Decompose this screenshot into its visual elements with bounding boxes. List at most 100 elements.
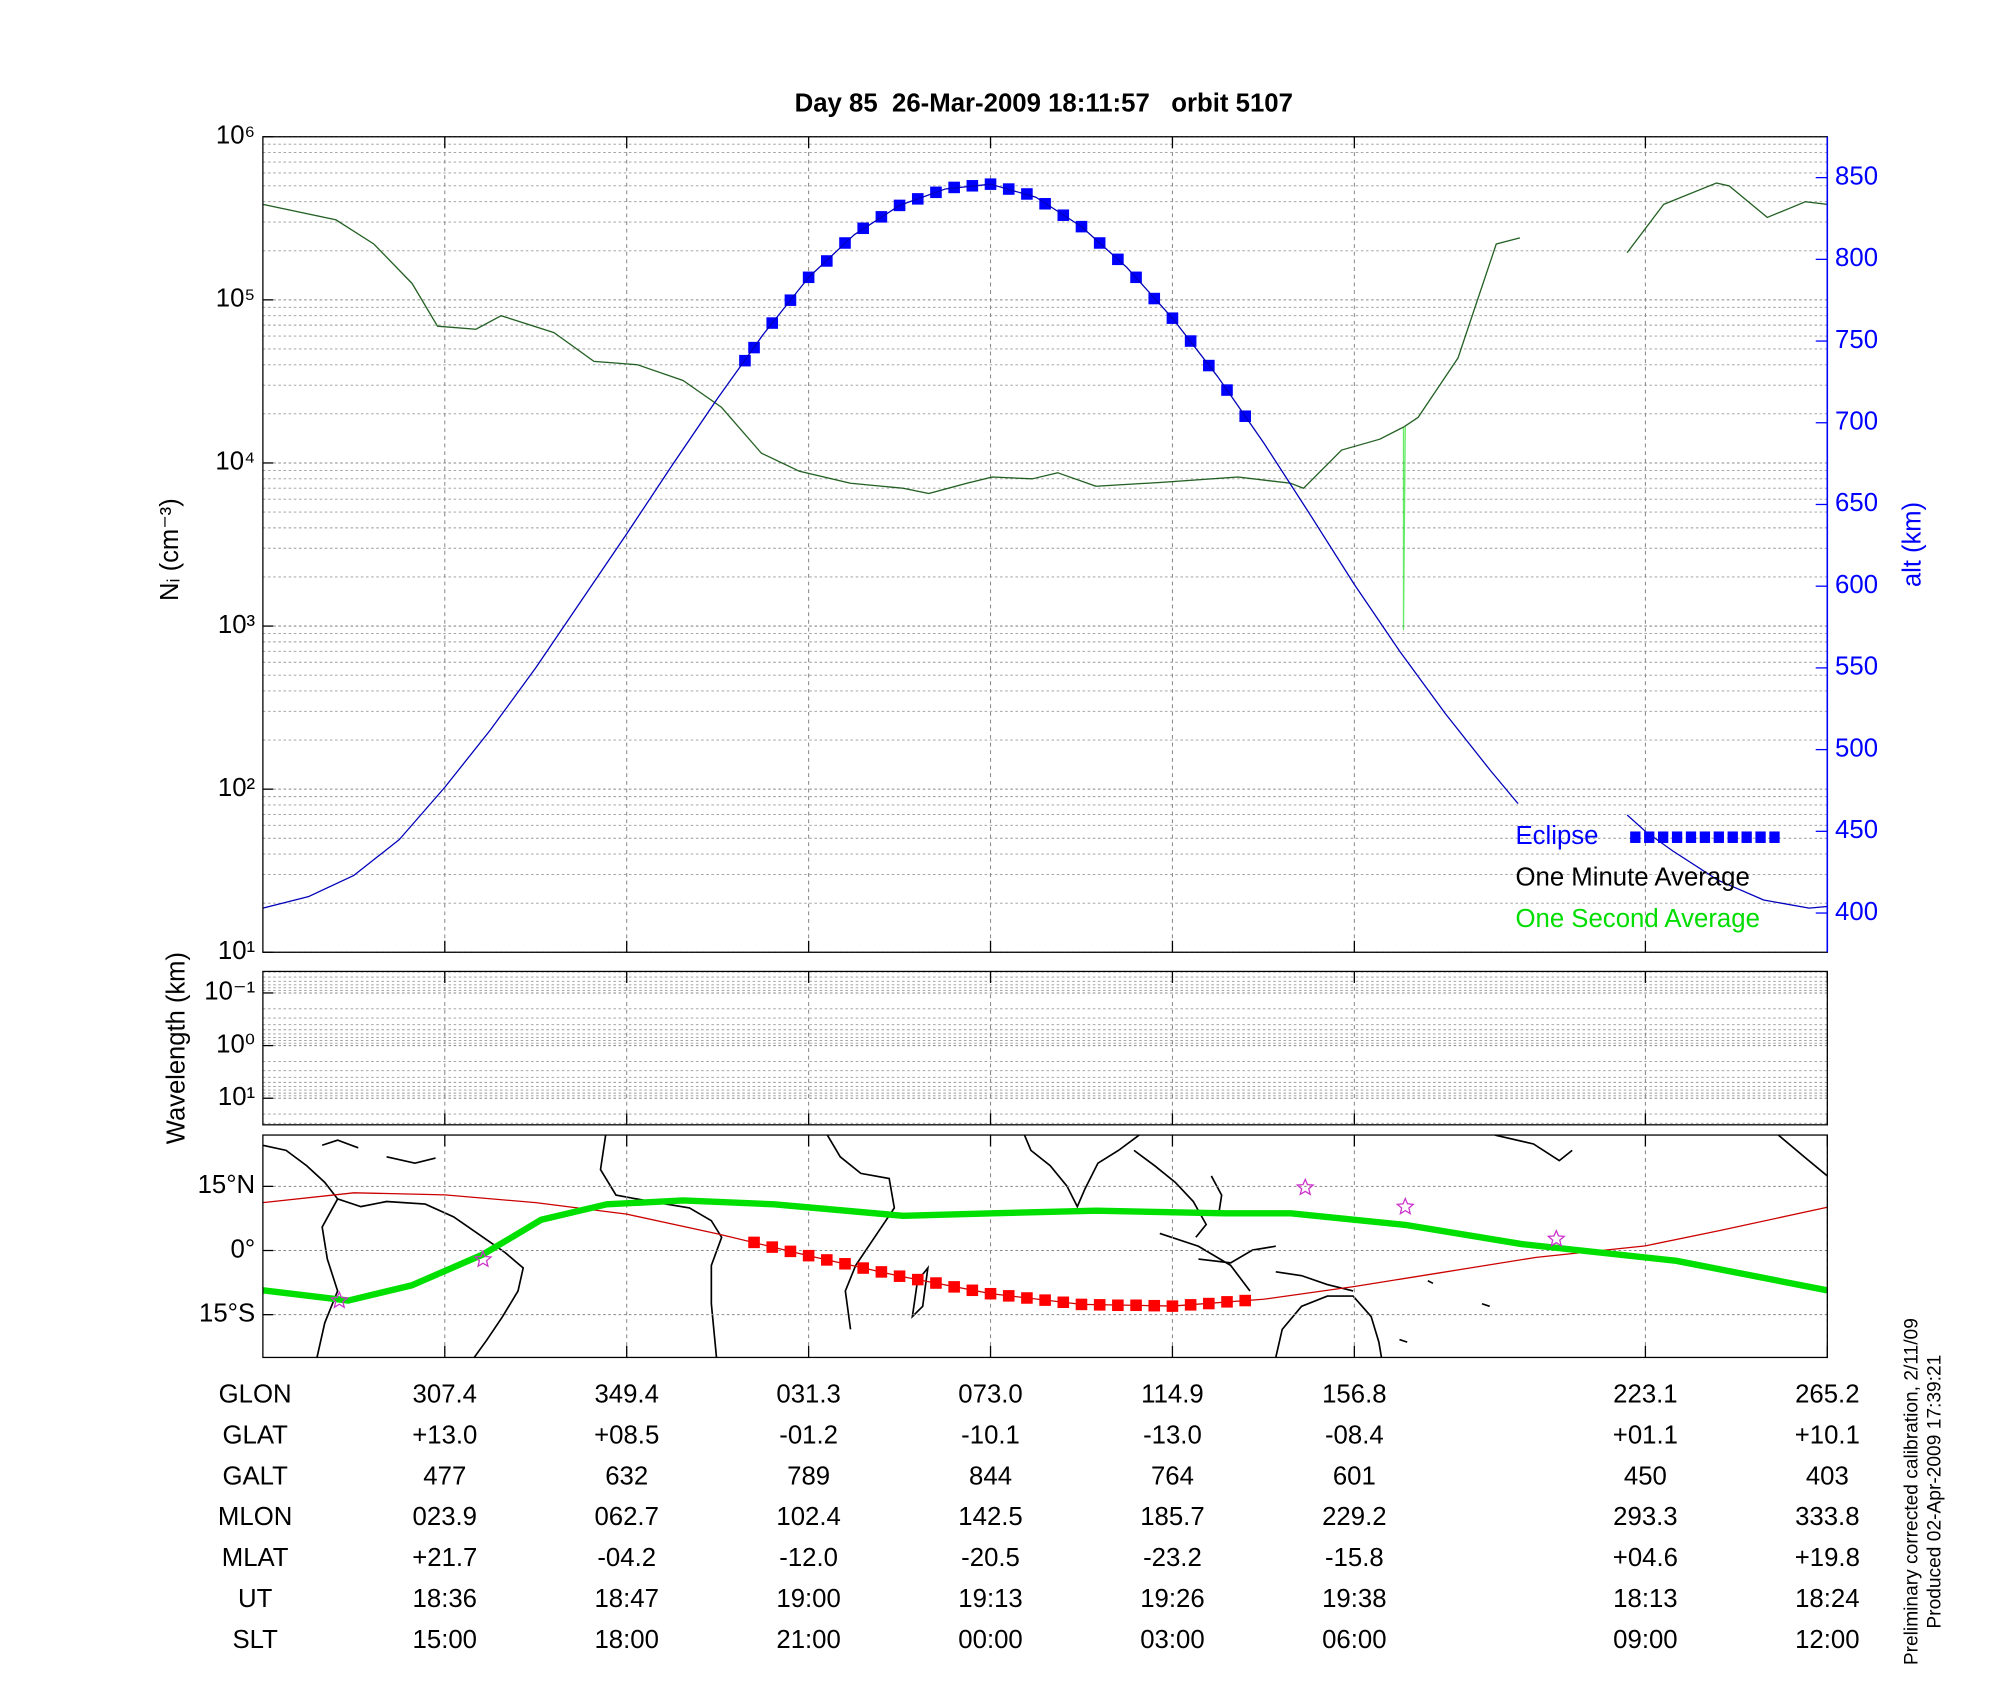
- table-row-label: SLT: [232, 1626, 278, 1654]
- y2-tick-label: 850: [1835, 162, 1878, 190]
- table-cell: -12.0: [779, 1544, 838, 1572]
- marker: [930, 1277, 942, 1289]
- marker: [1112, 1299, 1124, 1312]
- table-cell: 114.9: [1141, 1381, 1204, 1409]
- y2-tick-label: 400: [1835, 898, 1878, 926]
- table-cell: +10.1: [1795, 1422, 1860, 1450]
- y2-axis-label: alt (km): [1898, 502, 1926, 587]
- y2-tick-label: 750: [1835, 326, 1878, 354]
- table-cell: 349.4: [594, 1381, 658, 1409]
- table-cell: -01.2: [779, 1422, 838, 1450]
- table-cell: 062.7: [594, 1503, 658, 1531]
- table-cell: 632: [605, 1462, 648, 1490]
- coastline: [826, 1135, 896, 1330]
- table-cell: 19:13: [958, 1585, 1022, 1613]
- table-cell: 031.3: [776, 1381, 840, 1409]
- marker: [1239, 1294, 1252, 1307]
- y2-tick-label: 700: [1835, 408, 1878, 436]
- coastline: [262, 1144, 525, 1358]
- y-tick-label: 10⁻¹: [204, 978, 255, 1006]
- table-cell: -10.1: [961, 1422, 1020, 1450]
- y-tick-label: 10²: [218, 774, 256, 802]
- table-cell: 477: [423, 1462, 466, 1490]
- marker: [1184, 1299, 1197, 1311]
- table-cell: 601: [1333, 1462, 1376, 1490]
- coastline: [911, 1265, 930, 1319]
- coastline: [316, 1198, 339, 1358]
- legend-marker: [1727, 831, 1738, 843]
- table-cell: 403: [1806, 1462, 1849, 1490]
- marker: [875, 1266, 888, 1278]
- table-cell: 229.2: [1322, 1503, 1386, 1531]
- marker: [1002, 1290, 1015, 1302]
- legend-marker: [1685, 831, 1697, 843]
- legend-marker: [1657, 831, 1669, 843]
- table-cell: 185.7: [1140, 1503, 1204, 1531]
- star-marker: [1546, 1229, 1566, 1248]
- table-cell: +21.7: [412, 1544, 477, 1572]
- marker: [1203, 1297, 1215, 1310]
- table-row-label: GLAT: [222, 1422, 288, 1450]
- series-group: [262, 1177, 1828, 1312]
- y-tick-label: 15°S: [199, 1300, 255, 1328]
- marker: [802, 1249, 815, 1262]
- table-cell: 18:13: [1613, 1585, 1677, 1613]
- coastline: [1133, 1149, 1223, 1238]
- series-line: [262, 1197, 1828, 1304]
- table-cell: -13.0: [1143, 1422, 1202, 1450]
- table-cell: +01.1: [1613, 1422, 1678, 1450]
- y-axis-label: Wavelength (km): [163, 952, 191, 1144]
- table-cell: 15:00: [413, 1626, 477, 1654]
- coastline: [1274, 1295, 1383, 1358]
- marker: [1093, 1299, 1106, 1311]
- table-cell: 03:00: [1140, 1626, 1204, 1654]
- table-cell: 18:00: [594, 1626, 658, 1654]
- legend-marker: [1699, 831, 1711, 843]
- marker: [948, 181, 960, 194]
- footnote: Preliminary corrected calibration, 2/11/…: [1901, 1318, 1922, 1665]
- table-cell: 265.2: [1795, 1381, 1859, 1409]
- table-cell: 307.4: [413, 1381, 477, 1409]
- table-cell: 19:26: [1140, 1585, 1204, 1613]
- marker: [857, 1262, 869, 1274]
- table-cell: +04.6: [1613, 1544, 1678, 1572]
- coastline: [1399, 1135, 1828, 1343]
- table-cell: 00:00: [958, 1626, 1022, 1654]
- star-marker: [1395, 1196, 1415, 1216]
- table-cell: -23.2: [1143, 1544, 1202, 1572]
- panel: 10¹ 10² 10³ 10⁴ 10⁵ 10⁶ 400 450 500 550 600 650 700 7…: [215, 122, 1878, 965]
- marker: [966, 1284, 979, 1297]
- panel: 15°N 0° 15°S GLON 307.4 349.4 031.3 073.0 114.9 1…: [198, 1134, 1860, 1654]
- legend-label: One Minute Average: [1515, 864, 1749, 892]
- star-marker: [1295, 1177, 1315, 1196]
- table-cell: 073.0: [958, 1381, 1022, 1409]
- y-tick-label: 10⁵: [216, 285, 255, 313]
- marker: [911, 1273, 924, 1286]
- table-cell: 18:36: [413, 1585, 477, 1613]
- table-cell: +19.8: [1795, 1544, 1860, 1572]
- table-row-label: GLON: [219, 1381, 292, 1409]
- marker: [1130, 1299, 1142, 1312]
- marker: [839, 1258, 851, 1270]
- marker: [1221, 1296, 1233, 1308]
- legend-marker: [1630, 831, 1641, 843]
- table-cell: 156.8: [1322, 1381, 1386, 1409]
- table-cell: 293.3: [1613, 1503, 1677, 1531]
- chart-title: Day 85 26-Mar-2009 18:11:57 orbit 5107: [795, 90, 1293, 118]
- panel: 10⁻¹ 10⁰ 10¹: [204, 970, 1828, 1126]
- legend-marker: [1644, 831, 1655, 843]
- table-cell: -04.2: [597, 1544, 656, 1572]
- coastlines: [262, 1135, 1828, 1358]
- marker: [748, 1236, 760, 1249]
- table-cell: 18:47: [594, 1585, 658, 1613]
- table-cell: 19:00: [776, 1585, 840, 1613]
- marker: [1057, 1296, 1070, 1309]
- y-tick-label: 10¹: [218, 1083, 255, 1111]
- table-row-label: MLON: [218, 1503, 292, 1531]
- y2-tick-label: 600: [1835, 571, 1878, 599]
- coastline: [321, 1139, 436, 1165]
- marker: [1021, 1292, 1033, 1304]
- star-marker: [473, 1249, 493, 1268]
